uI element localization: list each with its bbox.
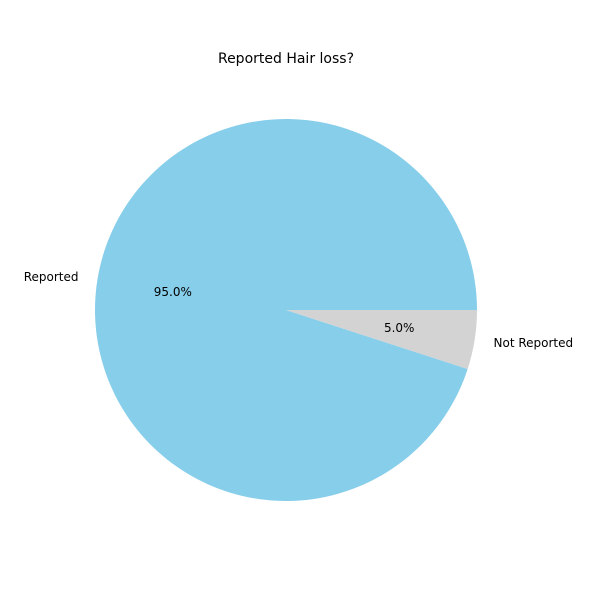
chart-title: Reported Hair loss? (218, 51, 354, 67)
slice-label-reported: Reported (24, 270, 79, 284)
percent-label-reported: 95.0% (154, 285, 192, 299)
percent-label-not-reported: 5.0% (384, 321, 415, 335)
slice-label-not-reported: Not Reported (494, 336, 574, 350)
pie-labels: Reported 95.0% Not Reported 5.0% (24, 270, 573, 350)
pie-slice-reported (94, 118, 478, 501)
pie-slice-not-reported (286, 310, 477, 370)
pie-slices (94, 118, 478, 501)
